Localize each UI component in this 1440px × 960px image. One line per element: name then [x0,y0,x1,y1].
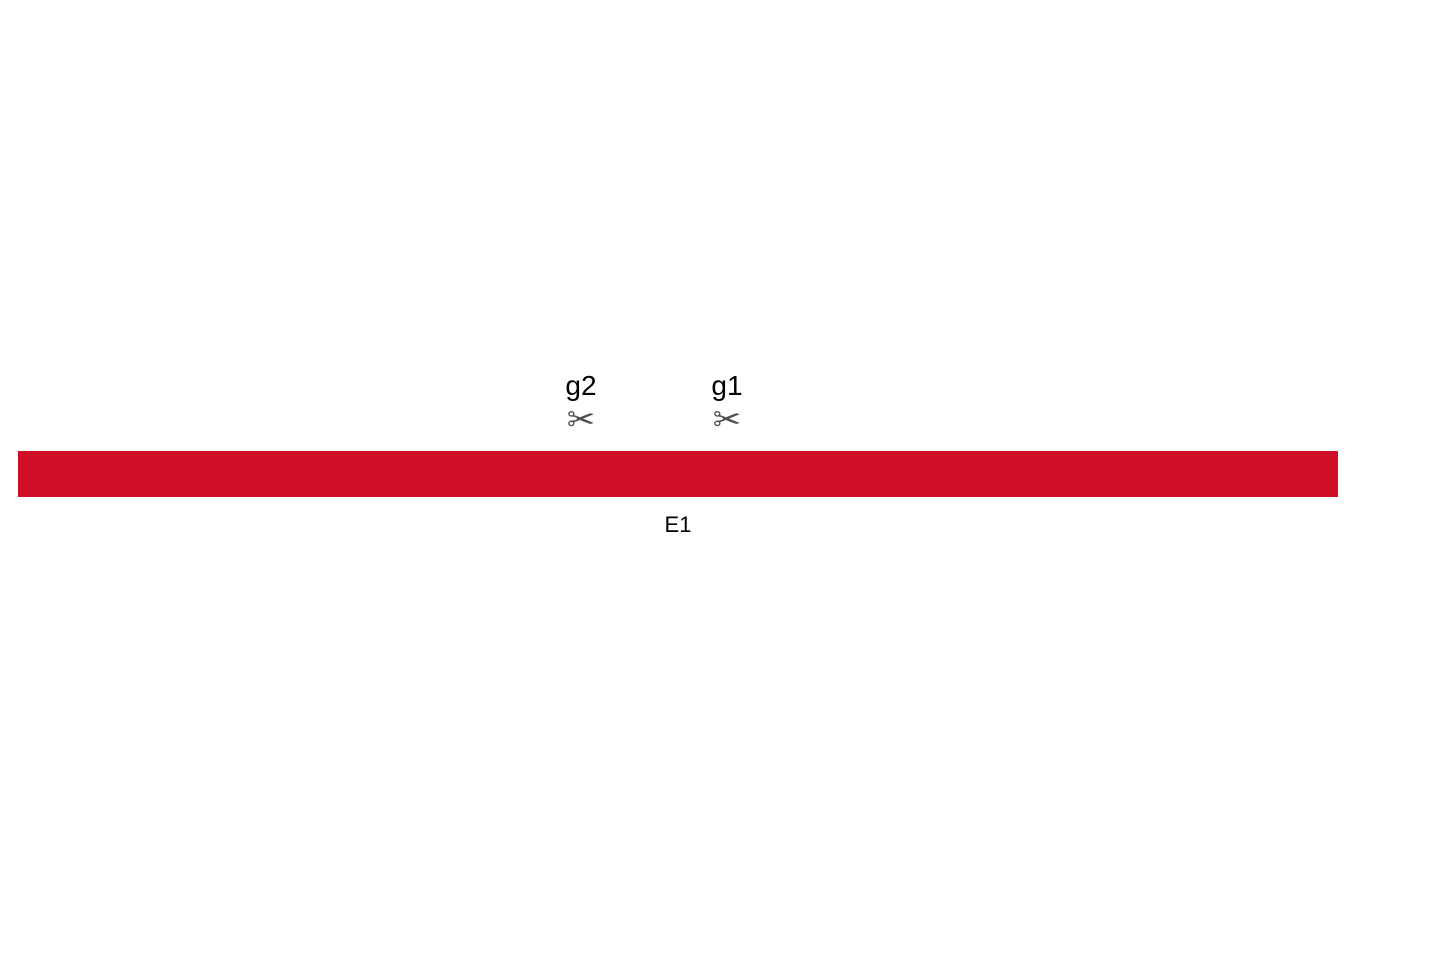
exon-bar-e1 [18,451,1338,497]
exon-bar-label: E1 [665,512,692,538]
scissors-icon: ✂ [567,403,596,437]
cut-label-g2: g2 [565,370,596,402]
exon-cut-diagram: E1 g2 ✂ g1 ✂ [0,0,1440,960]
scissors-icon: ✂ [713,403,742,437]
cut-label-g1: g1 [711,370,742,402]
